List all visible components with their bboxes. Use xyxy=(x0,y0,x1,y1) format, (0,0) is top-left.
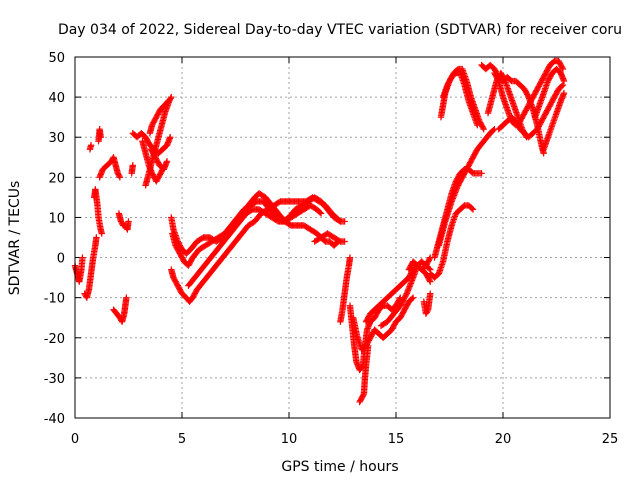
data-point xyxy=(129,162,136,169)
data-point xyxy=(359,392,367,399)
y-tick-label: 0 xyxy=(57,252,65,267)
y-tick-label: 20 xyxy=(48,171,65,186)
data-points xyxy=(71,57,568,406)
data-point xyxy=(560,89,568,97)
y-tick-label: -20 xyxy=(44,332,65,347)
data-point xyxy=(426,255,433,263)
data-point xyxy=(468,205,476,212)
data-point xyxy=(116,174,124,181)
data-point xyxy=(93,234,100,241)
data-point xyxy=(337,218,344,225)
data-point xyxy=(336,217,343,224)
data-point xyxy=(116,172,123,180)
data-point xyxy=(164,98,171,106)
data-point xyxy=(317,210,325,217)
data-point xyxy=(469,206,477,213)
data-point xyxy=(168,93,175,101)
data-point xyxy=(559,65,567,73)
data-point xyxy=(164,97,172,105)
data-point xyxy=(559,81,567,89)
data-point xyxy=(560,77,568,85)
x-tick-label: 20 xyxy=(495,432,512,447)
data-point xyxy=(97,134,104,141)
y-tick-label: -10 xyxy=(44,292,65,307)
data-point xyxy=(490,127,497,134)
data-point xyxy=(479,124,487,132)
x-tick-label: 5 xyxy=(178,432,186,447)
y-tick-label: 40 xyxy=(48,91,65,106)
x-tick-label: 0 xyxy=(71,432,79,447)
y-tick-label: -40 xyxy=(44,412,65,427)
data-point xyxy=(480,126,487,133)
grid-lines xyxy=(75,57,610,418)
x-tick-label: 25 xyxy=(602,432,619,447)
data-point xyxy=(402,291,410,299)
data-point xyxy=(346,254,354,261)
data-point xyxy=(474,121,481,129)
data-point xyxy=(501,76,508,83)
x-axis-label: GPS time / hours xyxy=(281,459,398,475)
data-point xyxy=(125,218,132,225)
data-point xyxy=(524,92,532,99)
data-point xyxy=(494,76,502,83)
data-point xyxy=(425,265,433,272)
data-point xyxy=(427,278,434,285)
data-point xyxy=(427,290,434,297)
x-tick-label: 10 xyxy=(281,432,298,447)
data-point xyxy=(167,134,174,141)
data-point xyxy=(426,277,433,284)
plot-frame xyxy=(74,56,611,419)
y-tick-label: 10 xyxy=(48,211,65,226)
data-point xyxy=(123,294,130,301)
y-tick-label: -30 xyxy=(44,372,65,387)
data-point xyxy=(558,82,566,90)
data-point xyxy=(316,209,324,216)
data-point xyxy=(163,158,171,165)
data-point xyxy=(478,170,485,177)
data-point xyxy=(79,254,86,261)
data-point xyxy=(559,64,566,71)
data-point xyxy=(341,238,348,245)
y-axis-label: SDTVAR / TECUs xyxy=(7,181,23,296)
data-point xyxy=(424,307,431,315)
y-tick-label: 30 xyxy=(48,131,65,146)
data-point xyxy=(87,142,95,149)
data-point xyxy=(408,295,416,302)
x-tick-label: 15 xyxy=(388,432,405,447)
y-tick-label: 50 xyxy=(48,51,65,66)
data-point xyxy=(98,230,105,237)
chart-title: Day 034 of 2022, Sidereal Day-to-day VTE… xyxy=(58,22,622,38)
data-point xyxy=(409,294,417,301)
